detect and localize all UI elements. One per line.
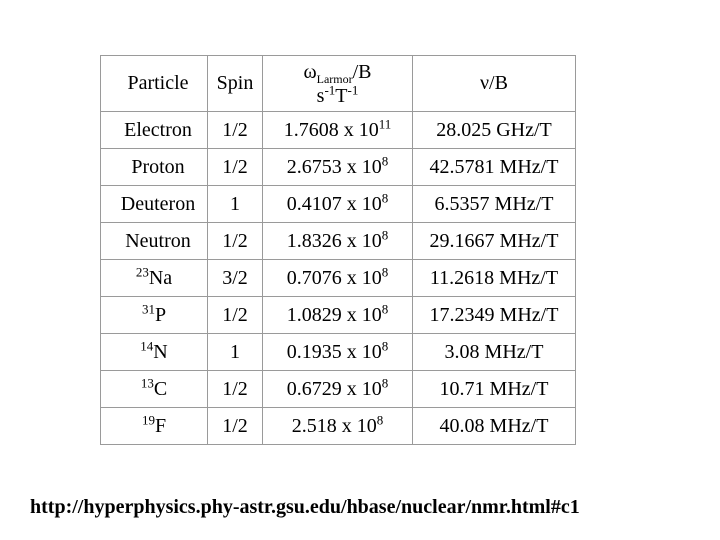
table-row: 31P 1/2 1.0829 x 108 17.2349 MHz/T (100, 296, 576, 334)
ratio-base: 2.6753 x 10 (286, 155, 382, 178)
ratio-exponent: 8 (381, 374, 389, 390)
ratio-exponent: 8 (381, 189, 389, 205)
table-row: Proton 1/2 2.6753 x 108 42.5781 MHz/T (100, 148, 576, 186)
table-row: 13C 1/2 0.6729 x 108 10.71 MHz/T (100, 370, 576, 408)
particle-cell: Electron (100, 111, 208, 149)
ratio-exponent: 8 (376, 411, 384, 427)
nu-cell: 29.1667 MHz/T (412, 222, 576, 260)
ratio-base: 2.518 x 10 (291, 414, 377, 437)
isotope-mass-number: 31 (141, 300, 155, 316)
ratio-base: 1.7608 x 10 (283, 118, 379, 141)
ratio-exponent: 8 (381, 337, 389, 353)
particle-cell: 19F (100, 407, 208, 445)
spin-cell: 1/2 (207, 370, 263, 408)
omega-units-line: s-1T-1 (263, 81, 412, 108)
table-row: Electron 1/2 1.7608 x 1011 28.025 GHz/T (100, 111, 576, 149)
ratio-base: 0.7076 x 10 (286, 266, 382, 289)
ratio-base: 0.1935 x 10 (286, 340, 382, 363)
ratio-base: 1.0829 x 10 (286, 303, 382, 326)
nu-cell: 42.5781 MHz/T (412, 148, 576, 186)
omega-suffix: /B (352, 60, 372, 83)
unit-t-exponent: -1 (347, 81, 359, 97)
omega-subscript: Larmor (316, 71, 353, 86)
ratio-exponent: 8 (381, 263, 389, 279)
spin-cell: 1 (207, 185, 263, 223)
nmr-table: Particle Spin ωLarmor/B s-1T-1 ν/B Elect… (100, 55, 576, 445)
particle-name: Deuteron (120, 192, 196, 215)
spin-cell: 1 (207, 333, 263, 371)
isotope-mass-number: 14 (140, 337, 154, 353)
unit-s: s (316, 84, 325, 107)
omega-formula-line: ωLarmor/B (263, 60, 412, 86)
table-row: Deuteron 1 0.4107 x 108 6.5357 MHz/T (100, 185, 576, 223)
particle-name: F (154, 414, 167, 437)
column-header-particle: Particle (100, 55, 208, 112)
ratio-base: 0.4107 x 10 (286, 192, 382, 215)
particle-name: N (153, 340, 168, 363)
particle-cell: Neutron (100, 222, 208, 260)
ratio-exponent: 8 (381, 226, 389, 242)
ratio-cell: 1.0829 x 108 (262, 296, 413, 334)
column-header-omega: ωLarmor/B s-1T-1 (262, 55, 413, 112)
table-row: Neutron 1/2 1.8326 x 108 29.1667 MHz/T (100, 222, 576, 260)
particle-cell: 31P (100, 296, 208, 334)
spin-cell: 1/2 (207, 111, 263, 149)
particle-name: Na (148, 266, 173, 289)
ratio-cell: 2.518 x 108 (262, 407, 413, 445)
unit-t: T (335, 84, 348, 107)
nu-cell: 11.2618 MHz/T (412, 259, 576, 297)
ratio-cell: 1.8326 x 108 (262, 222, 413, 260)
particle-cell: Deuteron (100, 185, 208, 223)
table-row: 19F 1/2 2.518 x 108 40.08 MHz/T (100, 407, 576, 445)
spin-cell: 1/2 (207, 296, 263, 334)
ratio-exponent: 8 (381, 300, 389, 316)
nu-cell: 3.08 MHz/T (412, 333, 576, 371)
nu-cell: 40.08 MHz/T (412, 407, 576, 445)
ratio-cell: 0.4107 x 108 (262, 185, 413, 223)
isotope-mass-number: 23 (135, 263, 149, 279)
particle-name: Electron (124, 118, 192, 141)
spin-cell: 1/2 (207, 407, 263, 445)
ratio-exponent: 11 (378, 115, 392, 131)
isotope-mass-number: 19 (141, 411, 155, 427)
ratio-cell: 1.7608 x 1011 (262, 111, 413, 149)
spin-cell: 1/2 (207, 148, 263, 186)
particle-cell: 13C (100, 370, 208, 408)
particle-cell: 14N (100, 333, 208, 371)
ratio-cell: 0.7076 x 108 (262, 259, 413, 297)
ratio-base: 0.6729 x 10 (286, 377, 382, 400)
unit-s-exponent: -1 (324, 81, 336, 97)
spin-cell: 3/2 (207, 259, 263, 297)
table-row: 14N 1 0.1935 x 108 3.08 MHz/T (100, 333, 576, 371)
ratio-cell: 0.6729 x 108 (262, 370, 413, 408)
particle-name: Neutron (125, 229, 191, 252)
table-row: 23Na 3/2 0.7076 x 108 11.2618 MHz/T (100, 259, 576, 297)
particle-name: C (153, 377, 168, 400)
nu-cell: 17.2349 MHz/T (412, 296, 576, 334)
spin-cell: 1/2 (207, 222, 263, 260)
ratio-base: 1.8326 x 10 (286, 229, 382, 252)
source-url: http://hyperphysics.phy-astr.gsu.edu/hba… (30, 496, 580, 518)
column-header-spin: Spin (207, 55, 263, 112)
particle-cell: Proton (100, 148, 208, 186)
particle-name: Proton (131, 155, 185, 178)
column-header-nu: ν/B (412, 55, 576, 112)
omega-symbol: ω (303, 60, 317, 83)
nu-cell: 10.71 MHz/T (412, 370, 576, 408)
nu-cell: 28.025 GHz/T (412, 111, 576, 149)
isotope-mass-number: 13 (140, 374, 154, 390)
table-header-row: Particle Spin ωLarmor/B s-1T-1 ν/B (100, 55, 576, 112)
ratio-cell: 0.1935 x 108 (262, 333, 413, 371)
particle-cell: 23Na (100, 259, 208, 297)
ratio-exponent: 8 (381, 152, 389, 168)
particle-name: P (154, 303, 167, 326)
nu-cell: 6.5357 MHz/T (412, 185, 576, 223)
ratio-cell: 2.6753 x 108 (262, 148, 413, 186)
